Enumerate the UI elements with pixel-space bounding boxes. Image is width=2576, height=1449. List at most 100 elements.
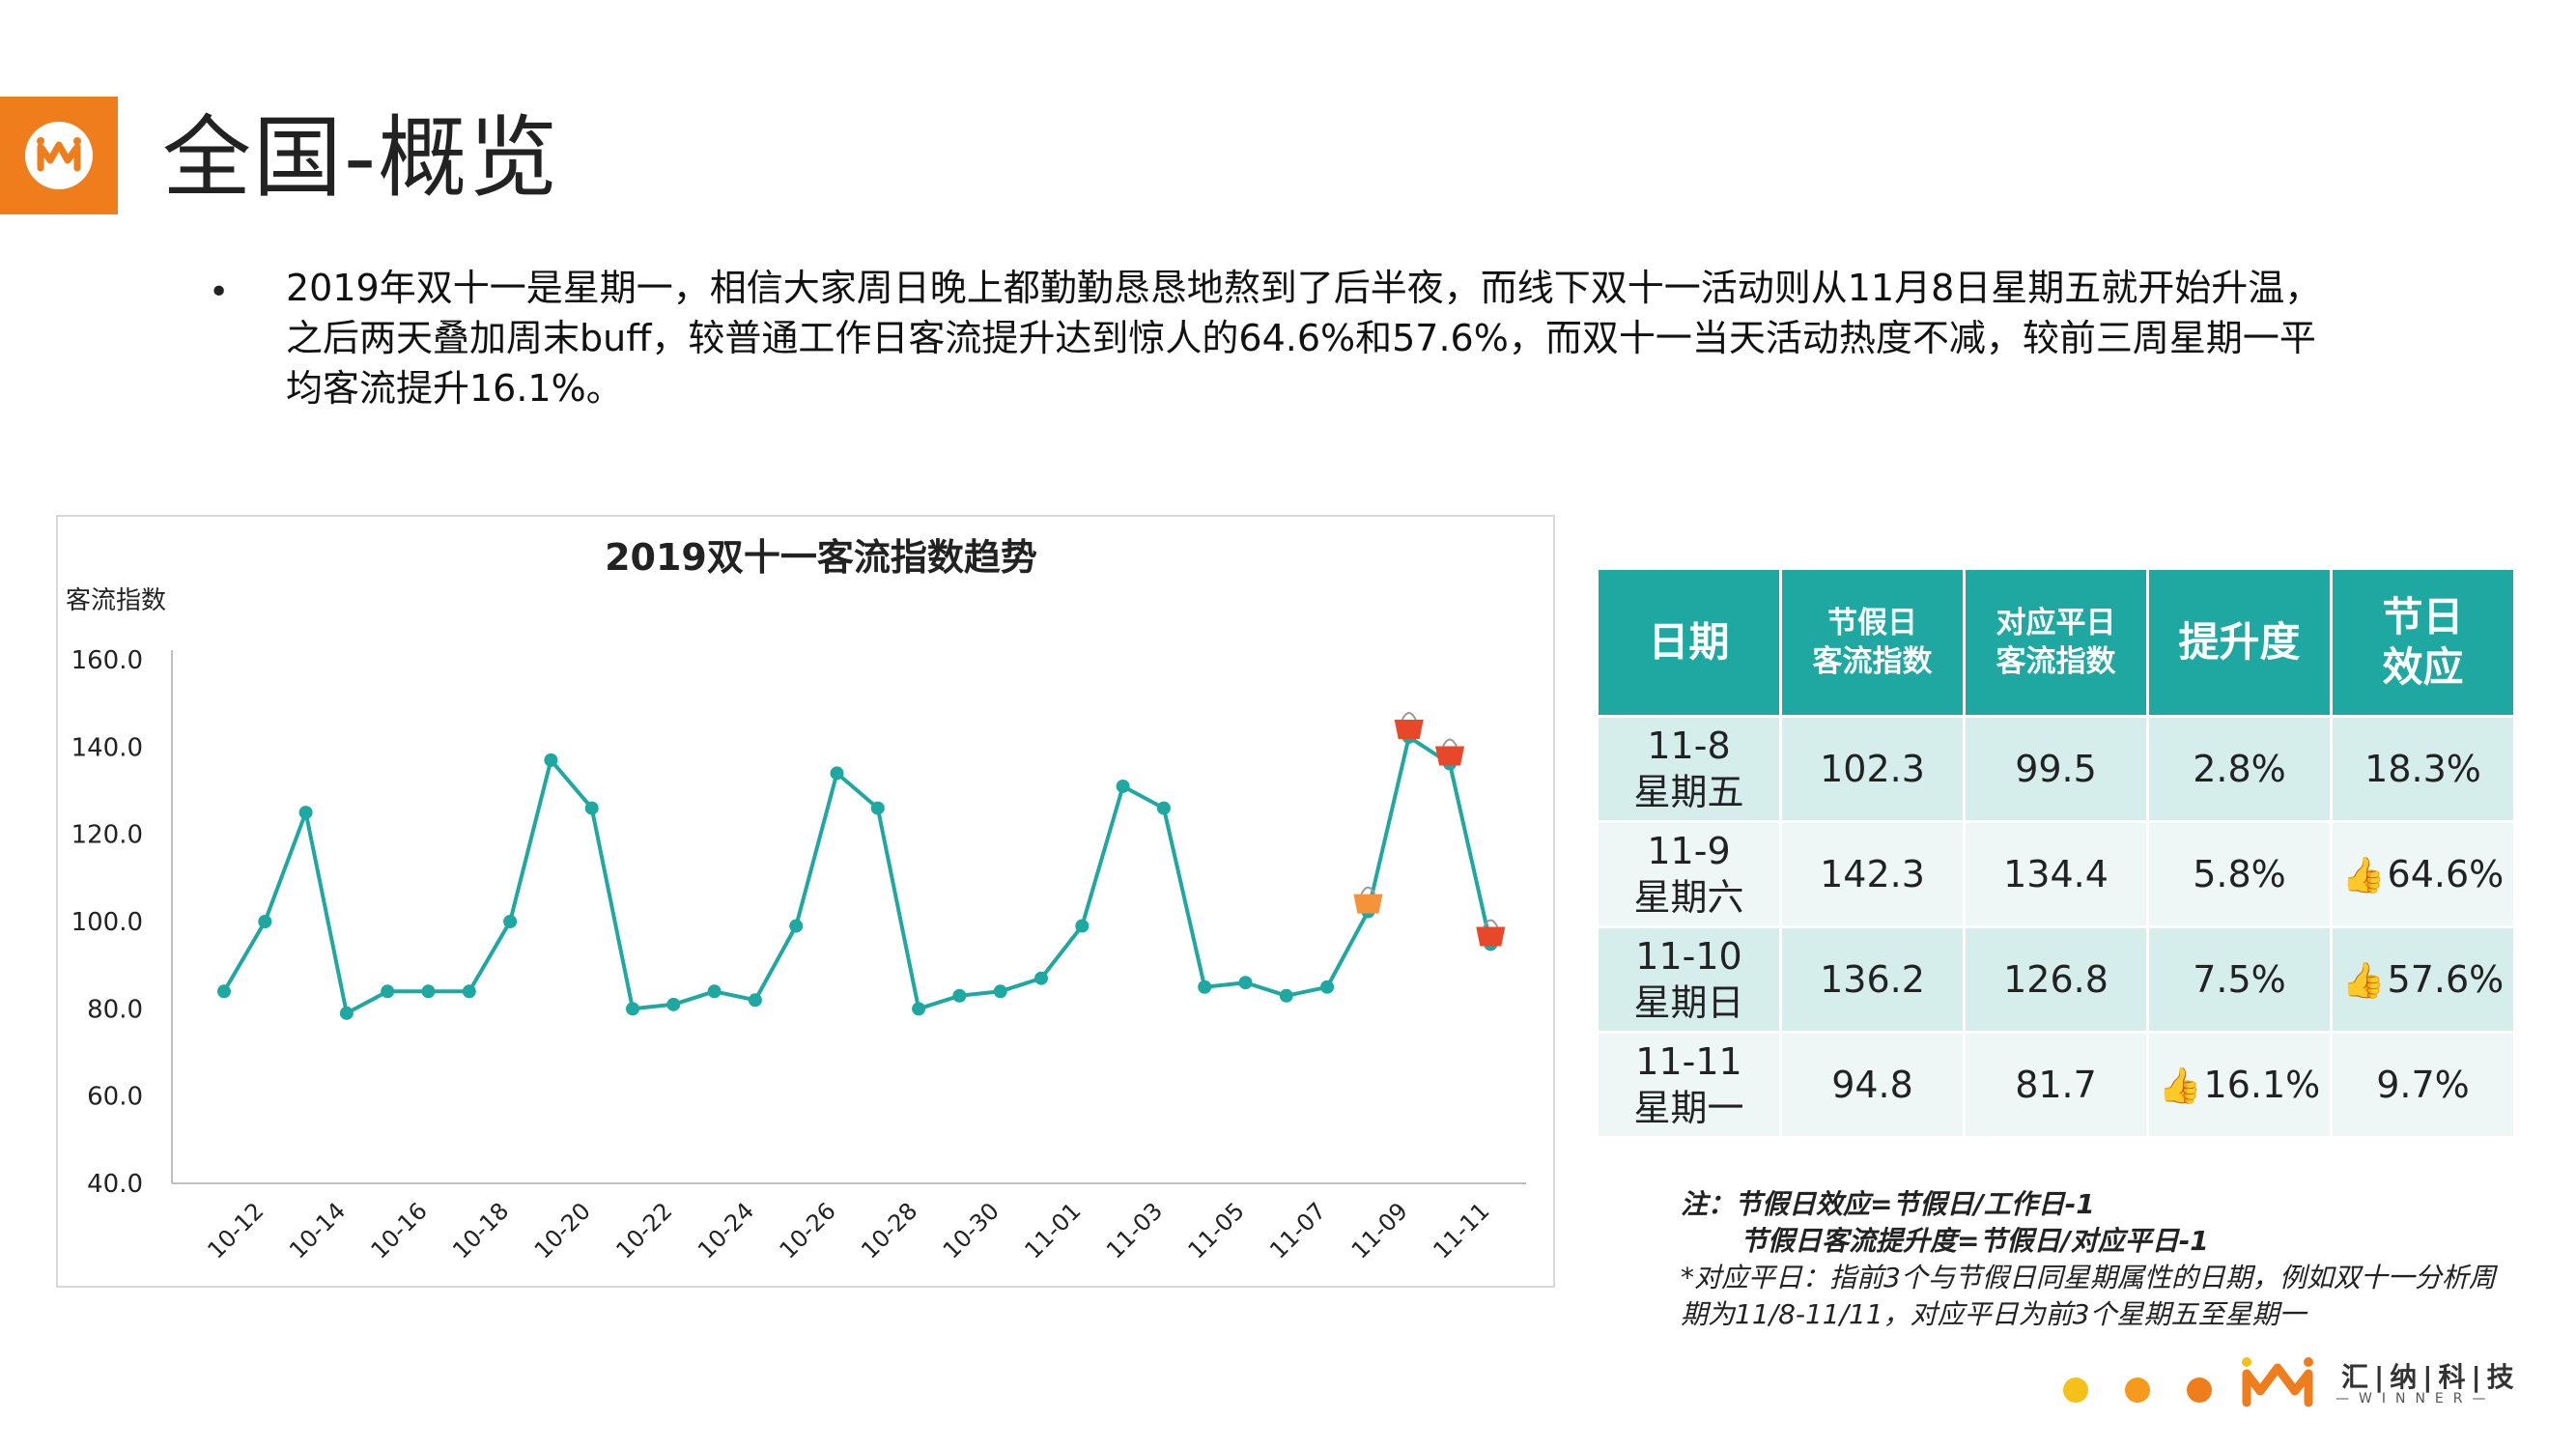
header-date: 日期 (1599, 570, 1779, 715)
data-point (993, 984, 1007, 999)
holiday-index-cell: 136.2 (1782, 928, 1963, 1031)
shopping-basket-icon (1394, 711, 1424, 739)
data-point (1116, 779, 1130, 793)
normal-index-value: 81.7 (2015, 1064, 2097, 1106)
normal-index-value: 134.4 (2003, 853, 2109, 895)
note-line-3: *对应平日：指前3个与节假日同星期属性的日期，例如双十一分析周期为11/8-11… (1681, 1262, 2496, 1330)
line-chart: 2019双十一客流指数趋势 客流指数 160.0 140.0 120.0 100.0 8… (66, 536, 1526, 1264)
date-value: 11-9 (1647, 830, 1731, 872)
x-tick-label: 10-14 (284, 1197, 351, 1264)
data-point (1156, 801, 1171, 815)
x-tick-label: 11-05 (1183, 1197, 1250, 1264)
normal-index-cell: 134.4 (1966, 823, 2146, 925)
date-value: 11-8 (1647, 724, 1731, 767)
chart-title: 2019双十一客流指数趋势 (605, 536, 1037, 579)
data-point (707, 984, 722, 999)
y-tick-label: 60.0 (87, 1083, 143, 1112)
y-tick-label: 120.0 (71, 821, 143, 850)
lift-value: 16.1% (2203, 1064, 2321, 1106)
table-row: 11-11 星期一 94.8 81.7 👍16.1% 9.7% (1599, 1034, 2513, 1136)
note-line-2: 节假日客流提升度=节假日/对应平日-1 (1741, 1225, 2209, 1257)
data-point (1279, 988, 1293, 1003)
data-point (626, 1002, 639, 1016)
date-cell: 11-8 星期五 (1599, 718, 1779, 820)
note-line-1: 注：节假日效应=节假日/工作日-1 (1681, 1188, 2095, 1220)
effect-cell: 👍57.6% (2333, 928, 2513, 1031)
data-point (1320, 980, 1335, 994)
formula-note: 注：节假日效应=节假日/工作日-1 节假日客流提升度=节假日/对应平日-1 *对… (1681, 1186, 2511, 1333)
weekday-value: 星期一 (1633, 1087, 1744, 1129)
series-line (222, 734, 1493, 1015)
footer-brand-name: 汇|纳|科|技 (2341, 1361, 2520, 1393)
data-point (912, 1002, 926, 1016)
holiday-index-cell: 94.8 (1782, 1034, 1963, 1136)
normal-index-cell: 99.5 (1966, 718, 2146, 820)
data-point (217, 984, 231, 999)
holiday-index-cell: 102.3 (1782, 718, 1963, 820)
data-point (1034, 971, 1048, 985)
footer-dot (2187, 1378, 2212, 1403)
header-normal-index: 对应平日 客流指数 (1966, 570, 2146, 715)
effect-value: 9.7% (2376, 1064, 2470, 1106)
weekday-value: 星期日 (1633, 981, 1744, 1024)
effect-cell: 18.3% (2333, 718, 2513, 820)
holiday-index-value: 102.3 (1820, 748, 1925, 790)
holiday-index-value: 142.3 (1820, 853, 1925, 895)
shopping-basket-icon (1435, 738, 1464, 766)
holiday-index-cell: 142.3 (1782, 823, 1963, 925)
weekday-value: 星期五 (1633, 771, 1744, 813)
x-tick-label: 10-26 (775, 1197, 841, 1264)
table-row: 11-9 星期六 142.3 134.4 5.8% 👍64.6% (1599, 823, 2513, 925)
x-tick-label: 10-20 (529, 1197, 596, 1264)
normal-index-cell: 81.7 (1966, 1034, 2146, 1136)
table-row: 11-8 星期五 102.3 99.5 2.8% 18.3% (1599, 718, 2513, 820)
data-point (258, 915, 272, 928)
data-point (584, 801, 599, 815)
data-point (870, 801, 885, 815)
data-point (748, 993, 762, 1008)
x-tick-label: 10-18 (447, 1197, 514, 1264)
y-axis-label: 客流指数 (66, 586, 166, 615)
data-point (830, 766, 844, 781)
data-point (666, 997, 681, 1011)
normal-index-value: 126.8 (2003, 958, 2109, 1001)
lift-cell: 2.8% (2149, 718, 2330, 820)
lift-value: 2.8% (2193, 748, 2286, 790)
summary-paragraph: 2019年双十一是星期一，相信大家周日晚上都勤勤恳恳地熬到了后半夜，而线下双十一… (286, 267, 2322, 410)
thumbs-up-icon: 👍 (2341, 961, 2386, 1001)
x-tick-label: 10-24 (693, 1197, 759, 1264)
data-point (952, 988, 967, 1003)
lift-value: 5.8% (2193, 853, 2286, 895)
date-cell: 11-11 星期一 (1599, 1034, 1779, 1136)
date-cell: 11-10 星期日 (1599, 928, 1779, 1031)
x-tick-label: 11-01 (1019, 1197, 1086, 1264)
brand-logo-icon (25, 122, 93, 189)
header-effect: 节日 效应 (2333, 570, 2513, 715)
y-tick-label: 100.0 (71, 908, 143, 937)
data-point (421, 984, 436, 999)
x-tick-label: 10-28 (856, 1197, 922, 1264)
x-tick-label: 11-09 (1346, 1197, 1413, 1264)
table-header-row: 日期 节假日 客流指数 对应平日 客流指数 提升度 节日 效应 (1599, 570, 2513, 715)
table-row: 11-10 星期日 136.2 126.8 7.5% 👍57.6% (1599, 928, 2513, 1031)
effect-cell: 9.7% (2333, 1034, 2513, 1136)
data-point (1198, 980, 1212, 994)
date-value: 11-11 (1635, 1040, 1742, 1083)
footer-logo-icon (2239, 1352, 2316, 1414)
date-value: 11-10 (1635, 935, 1742, 978)
normal-index-cell: 126.8 (1966, 928, 2146, 1031)
thumbs-up-icon: 👍 (2341, 856, 2386, 895)
data-point (339, 1006, 354, 1020)
shopping-basket-icon (1476, 919, 1506, 947)
data-point (544, 753, 558, 767)
holiday-index-value: 136.2 (1820, 958, 1925, 1001)
x-tick-label: 10-16 (366, 1197, 433, 1264)
x-tick-label: 10-22 (610, 1197, 677, 1264)
effect-value: 18.3% (2364, 748, 2481, 790)
lift-cell: 7.5% (2149, 928, 2330, 1031)
lift-cell: 👍16.1% (2149, 1034, 2330, 1136)
effect-value: 64.6% (2387, 853, 2505, 895)
x-tick-label: 10-12 (202, 1197, 269, 1264)
footer-dot (2063, 1378, 2088, 1403)
y-tick-label: 140.0 (71, 733, 143, 762)
